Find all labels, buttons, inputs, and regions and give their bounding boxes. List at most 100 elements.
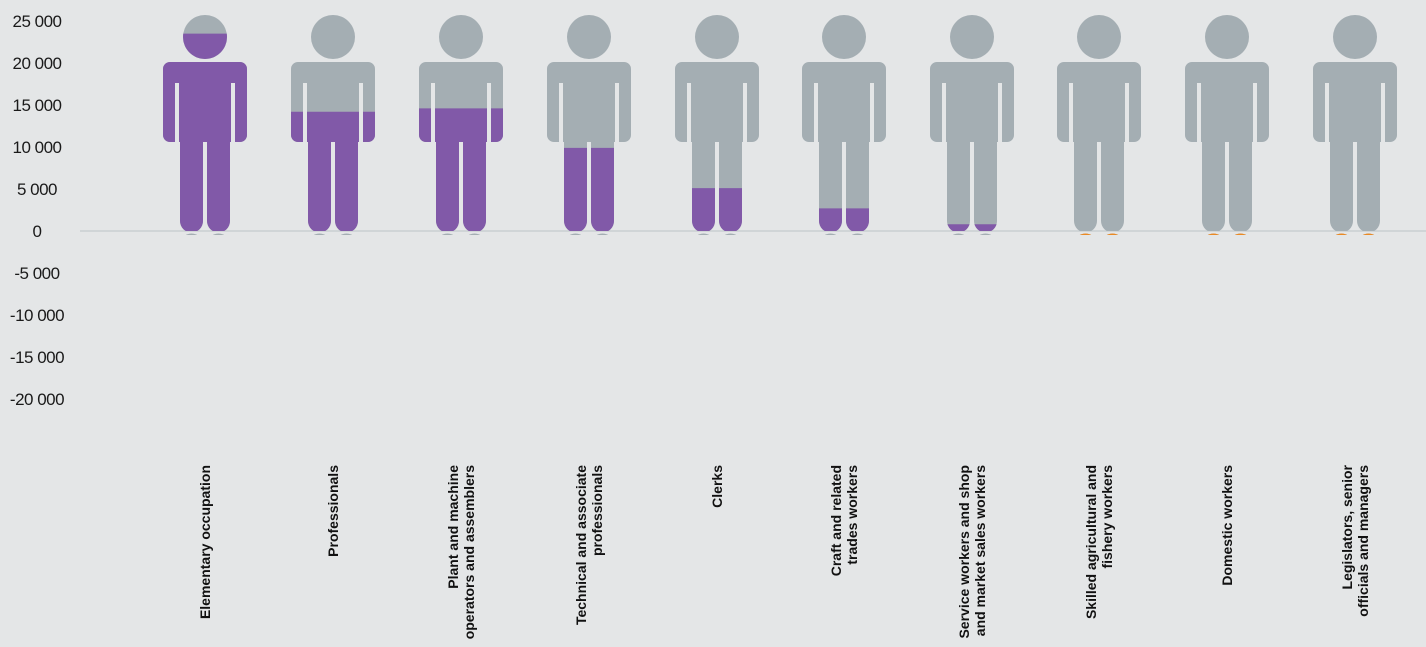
- figure-lower: [439, 233, 483, 451]
- figure-lower-base: [1313, 233, 1397, 404]
- figure-upper-base: [802, 15, 886, 231]
- figure-lower-base: [1185, 233, 1269, 451]
- figure-upper: [930, 15, 1014, 231]
- figure-leg-left: [441, 233, 454, 235]
- figure-lower-base: [547, 233, 631, 451]
- figure-lower: [1185, 233, 1269, 451]
- figure-head: [439, 407, 483, 451]
- figure-head: [950, 15, 994, 59]
- figure-torso: [1313, 324, 1397, 404]
- figure-torso: [1185, 62, 1269, 142]
- bar-fill: [1335, 233, 1375, 235]
- figure-leg-left: [1202, 142, 1225, 231]
- figure-torso: [547, 324, 631, 404]
- y-tick-label: -10 000: [10, 306, 64, 325]
- bar-fill: [291, 111, 375, 231]
- figure-lower: [183, 233, 227, 451]
- bar-fill: [419, 108, 503, 231]
- x-axis-labels: Elementary occupation Professionals Plant …: [197, 464, 1371, 639]
- figure-head: [183, 407, 227, 451]
- bar-value: [1079, 233, 1119, 235]
- bar-value-inner: [692, 188, 742, 231]
- figure-upper: [1313, 15, 1397, 231]
- figure-leg-right: [591, 147, 614, 231]
- figure-leg-left: [1330, 142, 1353, 231]
- category-label: Legislators, senior: [1339, 464, 1355, 589]
- figure-group: [1057, 15, 1141, 451]
- figure-torso: [419, 108, 503, 142]
- figure-leg-left: [1335, 233, 1348, 235]
- bar-value-inner: [1079, 233, 1119, 235]
- figure-head: [1205, 407, 1249, 451]
- figure-leg-left: [313, 233, 326, 235]
- y-tick-label: 5 000: [17, 180, 57, 199]
- y-tick-label: 15 000: [13, 96, 62, 115]
- figure-leg-left: [569, 233, 582, 235]
- figure-torso: [930, 324, 1014, 404]
- figure-upper-base: [1057, 15, 1141, 231]
- category-label: Plant and machine: [445, 465, 461, 589]
- figure-group: [1313, 15, 1397, 404]
- bar-value: [1185, 233, 1269, 404]
- y-tick-label: -20 000: [10, 390, 64, 409]
- figure-leg-right: [340, 233, 353, 235]
- bar-value-inner: [1335, 233, 1375, 235]
- category-label: fishery workers: [1099, 465, 1115, 569]
- bar-fill: [819, 208, 869, 231]
- figure-head: [311, 15, 355, 59]
- bar-value: [564, 147, 614, 231]
- category-label: trades workers: [844, 465, 860, 565]
- figure-leg-right: [212, 233, 225, 235]
- bar-fill: [947, 224, 997, 231]
- figure-torso: [163, 62, 247, 142]
- category-label: officials and managers: [1355, 465, 1371, 617]
- bar-value-inner: [163, 33, 247, 231]
- bar-fill: [564, 147, 614, 231]
- figure-head: [695, 15, 739, 59]
- figure-group: [163, 15, 247, 451]
- category-label: operators and assemblers: [461, 465, 477, 640]
- y-tick-label: 25 000: [13, 12, 62, 31]
- figure-lower-base: [313, 233, 353, 235]
- figure-leg-right: [1357, 142, 1380, 231]
- figure-leg-right: [1362, 233, 1375, 235]
- figure-upper: [675, 15, 759, 231]
- category-label: Skilled agricultural and: [1083, 465, 1099, 619]
- figure-leg-right: [851, 233, 864, 235]
- figure-leg-left: [952, 233, 965, 235]
- bar-fill: [1079, 233, 1119, 235]
- figure-leg-left: [1079, 233, 1092, 235]
- figure-leg-left: [824, 233, 837, 235]
- figure-leg-left: [819, 208, 842, 231]
- y-tick-label: 10 000: [13, 138, 62, 157]
- figure-leg-left: [697, 233, 710, 235]
- figure-head: [1077, 407, 1121, 451]
- figure-lower: [547, 233, 631, 451]
- figure-lower: [313, 233, 353, 235]
- figure-lower: [1077, 233, 1121, 451]
- figure-head: [567, 407, 611, 451]
- figure-head: [1077, 15, 1121, 59]
- figure-upper-base: [930, 15, 1014, 231]
- y-tick-label: 0: [33, 222, 42, 241]
- figure-torso: [1185, 324, 1269, 404]
- figure-leg-right: [974, 142, 997, 231]
- figure-leg-right: [463, 142, 486, 231]
- figure-leg-left: [692, 188, 715, 231]
- figure-group: [547, 15, 631, 451]
- figure-head: [950, 407, 994, 451]
- figure-lower-base: [697, 233, 737, 235]
- figure-head: [822, 15, 866, 59]
- figure-lower-base: [822, 233, 866, 451]
- bar-value: [419, 108, 503, 231]
- y-tick-label: 20 000: [13, 54, 62, 73]
- figure-head: [822, 407, 866, 451]
- category-label: Craft and related: [828, 465, 844, 576]
- figure-lower-base: [183, 233, 227, 451]
- figure-torso: [1313, 62, 1397, 142]
- bar-fill: [1185, 233, 1269, 404]
- figure-lower: [1313, 233, 1397, 404]
- figure-torso: [1185, 324, 1269, 404]
- bar-value: [1335, 233, 1375, 235]
- figure-leg-left: [436, 142, 459, 231]
